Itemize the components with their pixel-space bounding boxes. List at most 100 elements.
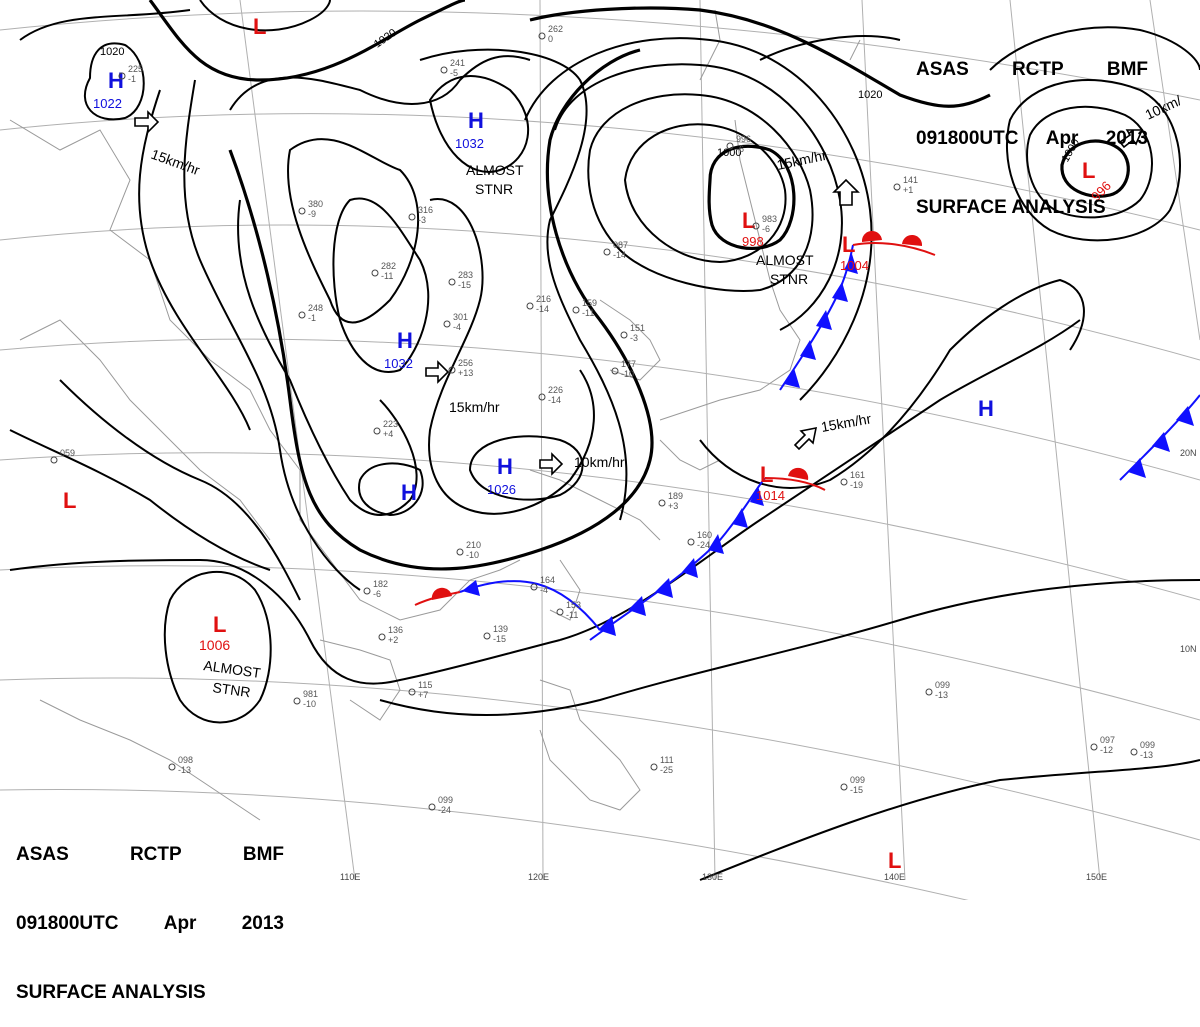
station-plot: 380-9 [298, 199, 323, 219]
station-circle-icon [840, 478, 848, 486]
station-plot: 316-3 [408, 205, 433, 225]
station-tendency: 0 [548, 34, 553, 44]
high-center: H [468, 108, 484, 133]
isobar [1026, 105, 1153, 219]
station-plot: 210-10 [456, 540, 481, 560]
isobar [699, 759, 1200, 881]
station-tendency: -1 [128, 74, 136, 84]
isobar [59, 379, 301, 601]
station-pressure: 996 [736, 134, 751, 144]
station-plot: 177-10 [611, 359, 636, 379]
low-value: 1014 [756, 488, 785, 503]
header-center: RCTP [1011, 59, 1064, 80]
station-circle-icon [371, 269, 379, 277]
station-circle-icon [50, 456, 58, 464]
high-value: 1026 [487, 482, 516, 497]
station-pressure: 283 [458, 270, 473, 280]
station-plot: 161-19 [840, 470, 865, 490]
station-pressure: 141 [903, 175, 918, 185]
station-circle-icon [658, 499, 666, 507]
station-tendency: -6 [736, 144, 744, 154]
station-tendency: -4 [540, 585, 548, 595]
station-tendency: -3 [418, 215, 426, 225]
station-tendency: +13 [458, 368, 473, 378]
station-plot: 115+7 [408, 680, 432, 700]
station-tendency: -13 [178, 765, 191, 775]
station-circle-icon [1090, 743, 1098, 751]
low-value: 1006 [199, 637, 230, 653]
station-pressure: 099 [1140, 740, 1155, 750]
station-circle-icon [726, 142, 734, 150]
station-pressure: 182 [373, 579, 388, 589]
station-pressure: 316 [418, 205, 433, 215]
station-plot: 139-15 [483, 624, 508, 644]
station-plot: 151-3 [620, 323, 645, 343]
isobar [623, 123, 787, 264]
station-pressure: 226 [548, 385, 563, 395]
station-pressure: 301 [453, 312, 468, 322]
station-plot: 099-24 [428, 795, 453, 815]
motion-arrow [793, 426, 818, 451]
station-pressure: 177 [621, 359, 636, 369]
station-circle-icon [538, 393, 546, 401]
station-tendency: -11 [381, 271, 393, 281]
station-circle-icon [408, 688, 416, 696]
isobar-1000 [707, 144, 796, 250]
station-circle-icon [687, 538, 695, 546]
latitude-label: 20N [1180, 448, 1197, 458]
station-pressure: 111 [660, 755, 674, 765]
station-tendency: +7 [418, 690, 428, 700]
station-pressure: 136 [388, 625, 403, 635]
station-pressure: 164 [540, 575, 555, 585]
station-plot: 301-4 [443, 312, 468, 332]
header-title: SURFACE ANALYSIS [916, 197, 1106, 218]
station-plot: 164-4 [530, 575, 555, 595]
station-tendency: -10 [466, 550, 479, 560]
station-pressure: 099 [850, 775, 865, 785]
station-tendency: -10 [621, 369, 634, 379]
station-tendency: -15 [850, 785, 863, 795]
station-circle-icon [840, 783, 848, 791]
station-circle-icon [363, 587, 371, 595]
station-plot: 087-14 [603, 240, 628, 260]
station-tendency: -3 [630, 333, 638, 343]
station-pressure: 097 [1100, 735, 1115, 745]
header-top-right: ASAS RCTP BMF 091800UTC Apr 2013 SURFACE… [916, 12, 1148, 242]
station-tendency: -19 [850, 480, 863, 490]
station-pressure: 223 [383, 419, 398, 429]
station-plot: 983-6 [752, 214, 777, 234]
motion-arrow [425, 360, 450, 384]
station-circle-icon [603, 248, 611, 256]
isobar [183, 79, 361, 591]
isobar [428, 198, 595, 515]
isobar [419, 48, 628, 521]
station-plot: 182-6 [363, 579, 388, 599]
station-circle-icon [620, 331, 628, 339]
station-pressure: 151 [630, 323, 645, 333]
high-center: H [397, 328, 413, 353]
isobar [358, 462, 424, 517]
longitude-label: 110E [340, 872, 360, 882]
station-plot: 225-1 [118, 64, 143, 84]
station-circle-icon [456, 548, 464, 556]
motion-arrow [1118, 129, 1144, 149]
station-circle-icon [893, 183, 901, 191]
station-circle-icon [440, 66, 448, 74]
motion-arrow [134, 110, 160, 134]
isobar [554, 63, 843, 331]
station-plot: 059 [50, 448, 75, 464]
station-circle-icon [650, 763, 658, 771]
station-plot: 283-15 [448, 270, 473, 290]
station-tendency: -10 [303, 699, 316, 709]
station-pressure: 160 [697, 530, 712, 540]
isobar [699, 278, 1085, 489]
pressure-centers: H 1022 H 1032 H 1032 H 1026 H H L 998 L … [63, 14, 1114, 873]
header-title: SURFACE ANALYSIS [16, 982, 206, 1003]
station-circle-icon [556, 608, 564, 616]
low-center: L [253, 14, 266, 39]
station-plot: 282-11 [371, 261, 396, 281]
station-pressure: 983 [762, 214, 777, 224]
station-pressure: 189 [668, 491, 683, 501]
low-value: 998 [742, 234, 764, 249]
